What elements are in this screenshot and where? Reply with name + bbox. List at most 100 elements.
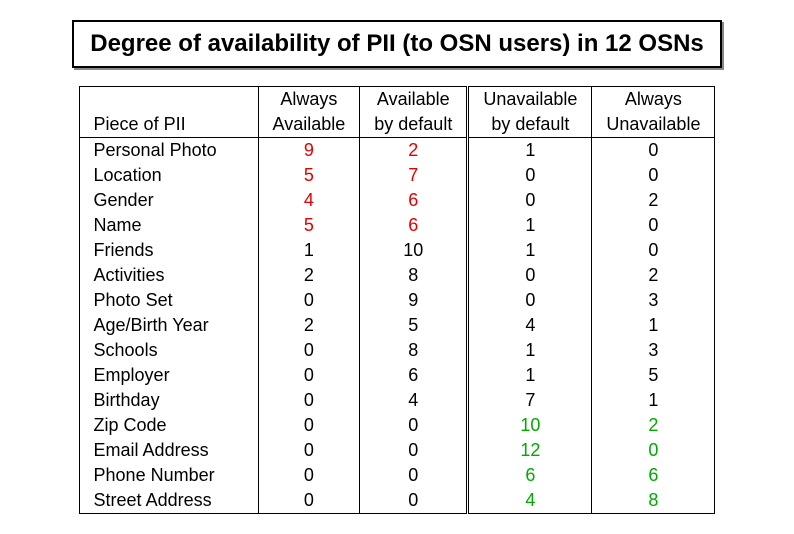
title-box: Degree of availability of PII (to OSN us… (72, 20, 722, 68)
table-cell: 2 (258, 313, 360, 338)
table-cell: 4 (468, 313, 592, 338)
row-label: Photo Set (79, 288, 258, 313)
table-row: Personal Photo9210 (79, 138, 715, 164)
col-header-1-line2: Available (258, 112, 360, 138)
table-cell: 6 (592, 463, 715, 488)
table-cell: 2 (592, 413, 715, 438)
row-label: Employer (79, 363, 258, 388)
table-row: Location5700 (79, 163, 715, 188)
row-label: Zip Code (79, 413, 258, 438)
table-row: Phone Number0066 (79, 463, 715, 488)
row-label: Gender (79, 188, 258, 213)
table-cell: 5 (592, 363, 715, 388)
row-label: Location (79, 163, 258, 188)
row-label: Friends (79, 238, 258, 263)
row-label: Email Address (79, 438, 258, 463)
table-cell: 8 (360, 263, 468, 288)
table-cell: 0 (592, 138, 715, 164)
table-row: Birthday0471 (79, 388, 715, 413)
table-cell: 1 (258, 238, 360, 263)
table-cell: 2 (592, 263, 715, 288)
table-cell: 3 (592, 288, 715, 313)
col-header-4-line1: Always (592, 87, 715, 113)
table-row: Activities2802 (79, 263, 715, 288)
table-cell: 5 (258, 213, 360, 238)
table-cell: 1 (468, 363, 592, 388)
table-cell: 0 (258, 338, 360, 363)
table-cell: 1 (592, 313, 715, 338)
table-row: Friends11010 (79, 238, 715, 263)
table-row: Age/Birth Year2541 (79, 313, 715, 338)
table-row: Employer0615 (79, 363, 715, 388)
table-cell: 0 (258, 463, 360, 488)
table-row: Photo Set0903 (79, 288, 715, 313)
table-cell: 1 (592, 388, 715, 413)
table-cell: 6 (468, 463, 592, 488)
header-row-1: Always Available Unavailable Always (79, 87, 715, 113)
table-cell: 0 (592, 438, 715, 463)
table-cell: 4 (258, 188, 360, 213)
table-cell: 0 (258, 488, 360, 514)
row-label: Age/Birth Year (79, 313, 258, 338)
table-row: Street Address0048 (79, 488, 715, 514)
table-cell: 2 (592, 188, 715, 213)
table-cell: 0 (592, 238, 715, 263)
col-header-3-line2: by default (468, 112, 592, 138)
table-cell: 2 (360, 138, 468, 164)
row-label: Phone Number (79, 463, 258, 488)
table-cell: 0 (360, 463, 468, 488)
table-cell: 10 (468, 413, 592, 438)
table-cell: 8 (360, 338, 468, 363)
table-cell: 0 (360, 413, 468, 438)
col-header-0-line2: Piece of PII (79, 112, 258, 138)
table-cell: 0 (258, 288, 360, 313)
table-cell: 5 (258, 163, 360, 188)
row-label: Schools (79, 338, 258, 363)
table-cell: 8 (592, 488, 715, 514)
page-title: Degree of availability of PII (to OSN us… (90, 30, 704, 58)
table-cell: 0 (592, 163, 715, 188)
table-cell: 2 (258, 263, 360, 288)
header-row-2: Piece of PII Available by default by def… (79, 112, 715, 138)
table-cell: 1 (468, 238, 592, 263)
table-cell: 7 (468, 388, 592, 413)
col-header-0-line1 (79, 87, 258, 113)
table-row: Schools0813 (79, 338, 715, 363)
row-label: Activities (79, 263, 258, 288)
table-cell: 6 (360, 363, 468, 388)
table-cell: 0 (258, 438, 360, 463)
table-cell: 0 (258, 413, 360, 438)
table-cell: 12 (468, 438, 592, 463)
pii-table: Always Available Unavailable Always Piec… (79, 86, 716, 514)
table-cell: 0 (360, 488, 468, 514)
row-label: Personal Photo (79, 138, 258, 164)
col-header-2-line1: Available (360, 87, 468, 113)
table-cell: 4 (468, 488, 592, 514)
table-cell: 9 (360, 288, 468, 313)
table-row: Gender4602 (79, 188, 715, 213)
table-row: Email Address00120 (79, 438, 715, 463)
table-row: Name5610 (79, 213, 715, 238)
table-cell: 6 (360, 188, 468, 213)
table-cell: 0 (468, 163, 592, 188)
table-cell: 0 (360, 438, 468, 463)
table-cell: 0 (592, 213, 715, 238)
table-cell: 0 (258, 363, 360, 388)
table-cell: 3 (592, 338, 715, 363)
table-cell: 0 (468, 288, 592, 313)
table-cell: 4 (360, 388, 468, 413)
col-header-1-line1: Always (258, 87, 360, 113)
table-cell: 1 (468, 338, 592, 363)
table-cell: 5 (360, 313, 468, 338)
table-cell: 0 (468, 188, 592, 213)
table-cell: 10 (360, 238, 468, 263)
col-header-3-line1: Unavailable (468, 87, 592, 113)
table-cell: 7 (360, 163, 468, 188)
row-label: Street Address (79, 488, 258, 514)
table-cell: 1 (468, 138, 592, 164)
table-cell: 6 (360, 213, 468, 238)
table-cell: 0 (468, 263, 592, 288)
col-header-4-line2: Unavailable (592, 112, 715, 138)
row-label: Name (79, 213, 258, 238)
table-cell: 1 (468, 213, 592, 238)
